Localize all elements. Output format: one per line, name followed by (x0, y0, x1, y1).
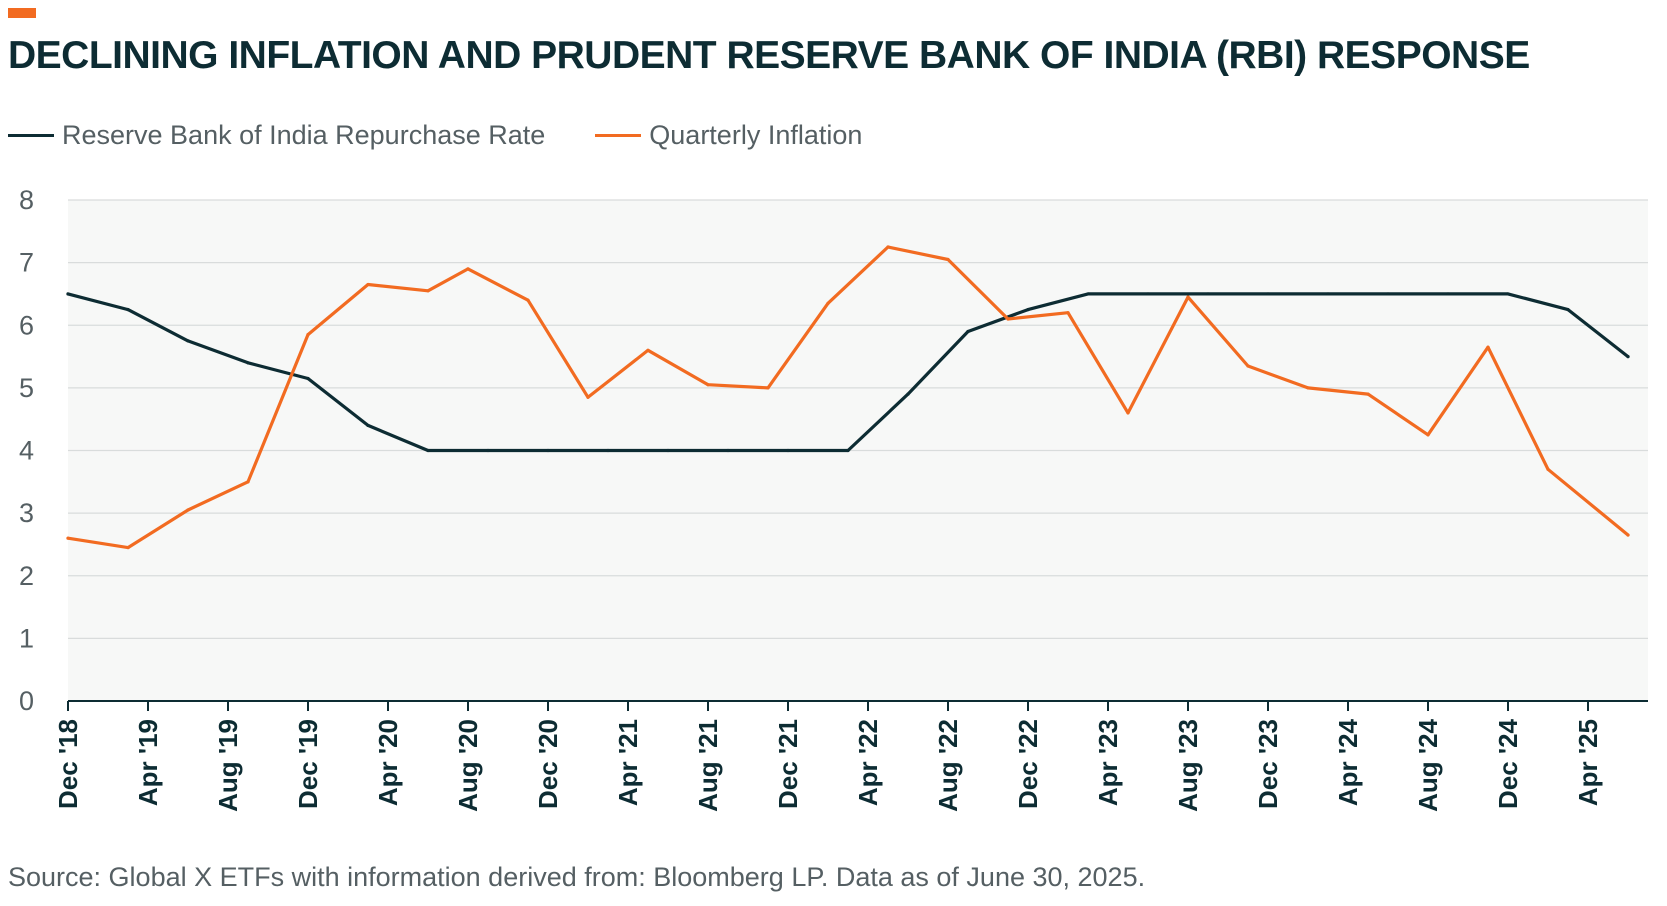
data-point-repo-rate (186, 339, 190, 343)
x-tick-label: Apr '25 (1573, 719, 1603, 806)
y-tick-label: 8 (19, 185, 34, 215)
y-tick-label: 5 (19, 373, 34, 403)
chart-title: DECLINING INFLATION AND PRUDENT RESERVE … (8, 34, 1530, 77)
y-tick-label: 7 (19, 248, 34, 278)
data-point-repo-rate (546, 448, 550, 453)
legend-swatch-repo-rate (8, 134, 54, 137)
data-point-inflation (126, 545, 130, 550)
data-point-repo-rate (246, 361, 250, 365)
x-tick-label: Dec '20 (533, 719, 563, 809)
data-point-inflation (886, 245, 890, 249)
data-point-inflation (706, 383, 710, 387)
data-point-repo-rate (726, 448, 730, 453)
data-point-repo-rate (606, 448, 610, 453)
data-point-inflation (646, 348, 650, 352)
data-point-inflation (426, 289, 430, 293)
data-point-inflation (1126, 411, 1130, 415)
x-tick-label: Apr '24 (1333, 718, 1363, 806)
data-point-repo-rate (906, 392, 910, 396)
data-point-repo-rate (1086, 292, 1090, 296)
y-tick-label: 0 (19, 686, 34, 716)
data-point-inflation (1626, 533, 1630, 537)
y-tick-label: 1 (19, 623, 34, 653)
x-tick-label: Apr '20 (373, 719, 403, 806)
legend-label-inflation: Quarterly Inflation (649, 120, 863, 150)
y-tick-label: 3 (19, 498, 34, 528)
data-point-inflation (366, 282, 370, 287)
x-tick-label: Aug '20 (453, 719, 483, 812)
data-point-inflation (766, 386, 770, 390)
x-tick-label: Aug '19 (213, 719, 243, 812)
accent-bar (8, 8, 36, 18)
legend-swatch-inflation (595, 134, 642, 137)
data-point-inflation (1186, 295, 1190, 299)
data-point-inflation (1306, 386, 1310, 390)
x-tick-label: Apr '19 (133, 719, 163, 806)
data-point-inflation (66, 536, 70, 540)
data-point-repo-rate (1446, 292, 1450, 296)
data-point-repo-rate (1506, 292, 1510, 296)
x-tick-label: Apr '21 (613, 719, 643, 806)
data-point-inflation (526, 298, 530, 302)
data-point-inflation (1006, 317, 1010, 321)
data-point-inflation (1366, 392, 1370, 396)
legend-item-inflation: Quarterly Inflation (595, 120, 862, 151)
data-point-repo-rate (66, 292, 70, 296)
data-point-repo-rate (1146, 292, 1150, 296)
data-point-inflation (1426, 433, 1430, 437)
y-tick-label: 6 (19, 310, 34, 340)
x-tick-label: Dec '21 (773, 719, 803, 809)
legend: Reserve Bank of India Repurchase Rate Qu… (8, 120, 912, 151)
y-tick-label: 2 (19, 561, 34, 591)
data-point-repo-rate (966, 329, 970, 334)
data-point-inflation (306, 333, 310, 337)
x-tick-label: Dec '24 (1493, 718, 1523, 809)
data-point-inflation (1246, 364, 1250, 368)
data-point-repo-rate (426, 448, 430, 453)
x-tick-label: Dec '22 (1013, 719, 1043, 809)
data-point-repo-rate (846, 448, 850, 453)
x-tick-label: Aug '24 (1413, 718, 1443, 811)
data-point-inflation (946, 257, 950, 262)
y-tick-label: 4 (19, 436, 34, 466)
data-point-repo-rate (1626, 354, 1630, 359)
x-tick-label: Dec '18 (53, 719, 83, 809)
data-point-repo-rate (1386, 292, 1390, 296)
data-point-inflation (1546, 467, 1550, 471)
data-point-inflation (186, 508, 190, 512)
data-point-repo-rate (1266, 292, 1270, 296)
data-point-inflation (1486, 345, 1490, 349)
data-point-inflation (586, 395, 590, 399)
legend-label-repo-rate: Reserve Bank of India Repurchase Rate (62, 120, 546, 150)
data-point-repo-rate (1566, 307, 1570, 312)
data-point-repo-rate (666, 448, 670, 453)
data-point-inflation (246, 480, 250, 484)
data-point-repo-rate (1026, 307, 1030, 312)
data-point-repo-rate (786, 448, 790, 453)
data-point-repo-rate (366, 423, 370, 428)
x-tick-label: Aug '21 (693, 719, 723, 812)
data-point-repo-rate (1326, 292, 1330, 296)
data-point-inflation (466, 267, 470, 271)
data-point-repo-rate (486, 448, 490, 453)
x-tick-label: Apr '23 (1093, 719, 1123, 806)
legend-item-repo-rate: Reserve Bank of India Repurchase Rate (8, 120, 545, 151)
data-point-repo-rate (306, 376, 310, 381)
x-tick-label: Aug '22 (933, 719, 963, 812)
source-note: Source: Global X ETFs with information d… (8, 862, 1146, 892)
x-tick-label: Aug '23 (1173, 719, 1203, 812)
data-point-inflation (826, 301, 830, 305)
x-tick-label: Dec '23 (1253, 719, 1283, 809)
data-point-repo-rate (126, 307, 130, 312)
data-point-inflation (1066, 311, 1070, 315)
x-tick-label: Dec '19 (293, 719, 323, 809)
x-tick-label: Apr '22 (853, 719, 883, 806)
data-point-repo-rate (1206, 292, 1210, 296)
